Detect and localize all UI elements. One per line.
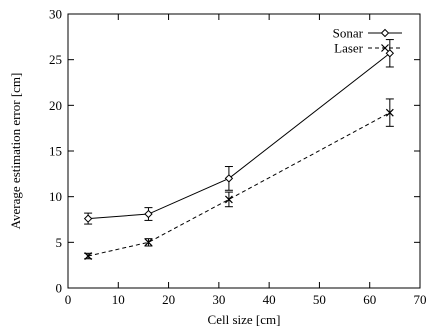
sonar-point (224, 174, 234, 183)
laser-point (84, 252, 93, 260)
legend-label-sonar: Sonar (333, 26, 364, 41)
x-tick-label: 10 (112, 292, 125, 307)
sonar-line (88, 52, 391, 220)
y-tick-label: 5 (56, 235, 63, 250)
x-tick-label: 20 (162, 292, 175, 307)
legend-marker-sonar (380, 28, 390, 38)
x-tick-label: 50 (313, 292, 326, 307)
y-tick-label: 10 (49, 189, 62, 204)
y-axis-title: Average estimation error [cm] (8, 73, 23, 230)
sonar-point (83, 214, 93, 223)
laser-line (88, 112, 391, 257)
y-tick-label: 25 (49, 52, 62, 67)
legend-marker-laser (381, 44, 389, 52)
series-group (83, 39, 395, 260)
y-tick-label: 15 (49, 144, 62, 159)
y-tick-label: 0 (56, 281, 63, 296)
x-tick-label: 40 (263, 292, 276, 307)
sonar-series (83, 39, 395, 225)
x-axis-title: Cell size [cm] (208, 312, 281, 327)
y-tick-label: 30 (49, 7, 62, 22)
laser-point (144, 238, 153, 247)
axis-ticks: 0 10 20 30 40 50 60 70 0 5 10 15 20 25 30 (49, 7, 427, 308)
laser-series (84, 98, 394, 260)
x-tick-label: 60 (363, 292, 376, 307)
x-tick-label: 0 (65, 292, 72, 307)
x-tick-label: 70 (414, 292, 427, 307)
laser-point (224, 195, 233, 204)
sonar-point (144, 209, 153, 219)
plot-frame (67, 13, 421, 289)
x-tick-label: 30 (212, 292, 225, 307)
y-tick-label: 20 (49, 98, 62, 113)
laser-point (385, 108, 394, 117)
legend-label-laser: Laser (334, 41, 364, 56)
